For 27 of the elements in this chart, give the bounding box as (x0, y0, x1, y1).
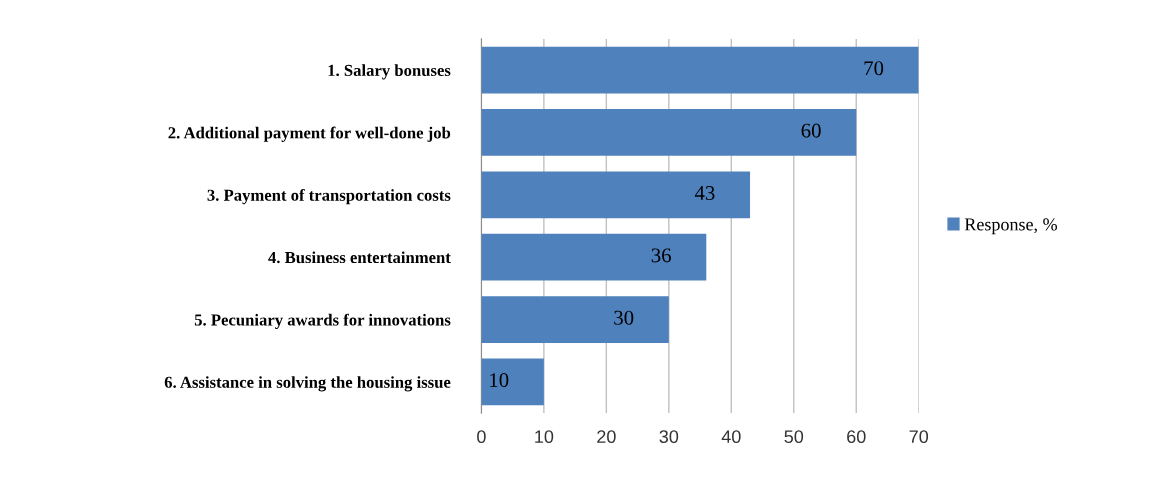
y-tick-label: 6. Assistance in solving the housing issue (164, 376, 451, 392)
bar (481, 109, 857, 156)
x-tick-label: 20 (597, 430, 616, 444)
x-tick-label: 50 (784, 430, 804, 444)
data-label: 10 (490, 373, 509, 388)
x-tick-label: 70 (909, 430, 929, 444)
x-tick-label: 10 (535, 430, 554, 444)
bar (481, 46, 919, 94)
bar (481, 358, 544, 406)
data-label: 30 (614, 310, 634, 325)
data-label: 70 (864, 61, 884, 76)
bar (481, 233, 707, 281)
y-tick-label: 4. Business entertainment (268, 251, 451, 264)
bar (481, 171, 751, 219)
y-tick-label: 5. Pecuniary awards for innovations (194, 313, 451, 330)
data-label: 60 (801, 123, 821, 138)
bar (481, 296, 669, 343)
data-label: 43 (694, 186, 715, 201)
x-tick-label: 30 (659, 430, 679, 444)
y-tick-label: 1. Salary bonuses (328, 64, 451, 80)
y-tick-label: 2. Additional payment for well-done job (168, 126, 451, 142)
x-tick-label: 60 (847, 430, 866, 444)
x-tick-label: 40 (721, 430, 741, 444)
x-tick-label: 0 (477, 430, 486, 444)
data-label: 36 (651, 248, 671, 263)
legend-label: Response, % (964, 218, 1057, 235)
y-tick-label: 3. Payment of transportation costs (207, 188, 451, 205)
